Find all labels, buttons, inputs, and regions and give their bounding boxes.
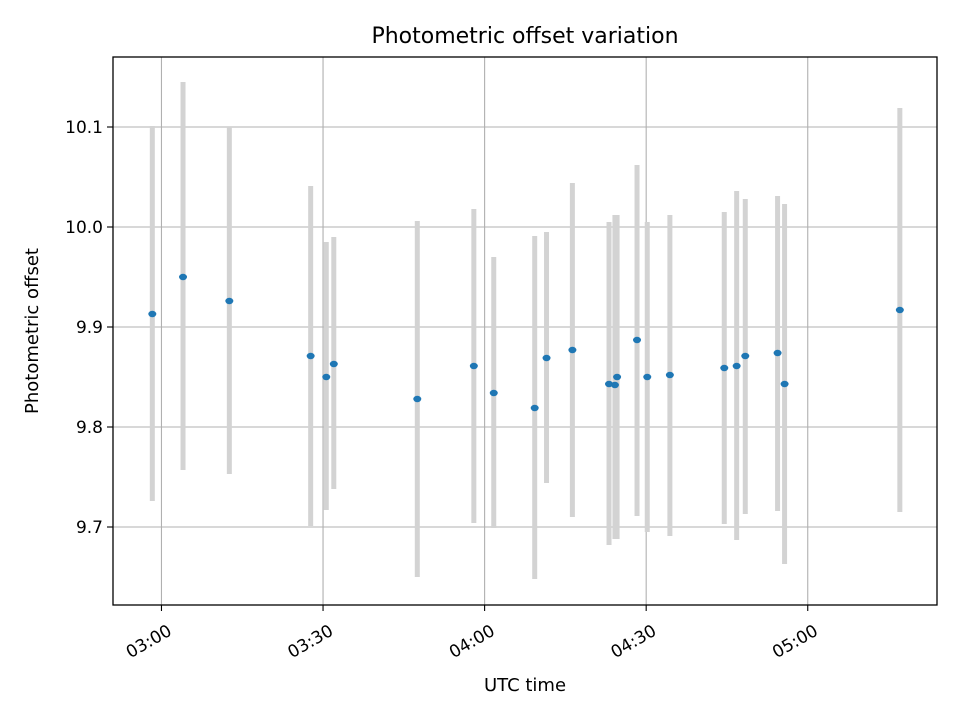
- data-point: [413, 395, 422, 403]
- data-point: [732, 362, 741, 370]
- x-axis-label: UTC time: [484, 675, 566, 696]
- y-axis-label: Photometric offset: [22, 248, 43, 414]
- data-point: [633, 336, 642, 344]
- data-point: [568, 346, 577, 354]
- data-point: [306, 352, 315, 360]
- data-point: [610, 381, 619, 389]
- y-tick-label: 9.7: [76, 518, 103, 538]
- data-points: [148, 273, 904, 412]
- data-point: [773, 349, 782, 357]
- data-point: [741, 352, 750, 360]
- data-point: [895, 306, 904, 314]
- y-tick-label: 10.0: [65, 218, 103, 238]
- chart-title: Photometric offset variation: [371, 24, 678, 49]
- data-point: [322, 373, 331, 381]
- data-point: [613, 373, 622, 381]
- y-tick-label: 10.1: [65, 118, 103, 138]
- data-point: [329, 360, 338, 368]
- data-point: [530, 404, 539, 412]
- grid-lines: [113, 57, 937, 605]
- y-tick-label: 9.8: [76, 418, 103, 438]
- data-point: [542, 354, 551, 362]
- data-point: [225, 297, 234, 305]
- data-point: [469, 362, 478, 370]
- data-point: [148, 310, 157, 318]
- plot-area-frame: [112, 56, 938, 606]
- data-point: [643, 373, 652, 381]
- data-point: [665, 371, 674, 379]
- data-point: [780, 380, 789, 388]
- data-point: [489, 389, 498, 397]
- y-tick-label: 9.9: [76, 318, 103, 338]
- data-point: [720, 364, 729, 372]
- data-point: [179, 273, 188, 281]
